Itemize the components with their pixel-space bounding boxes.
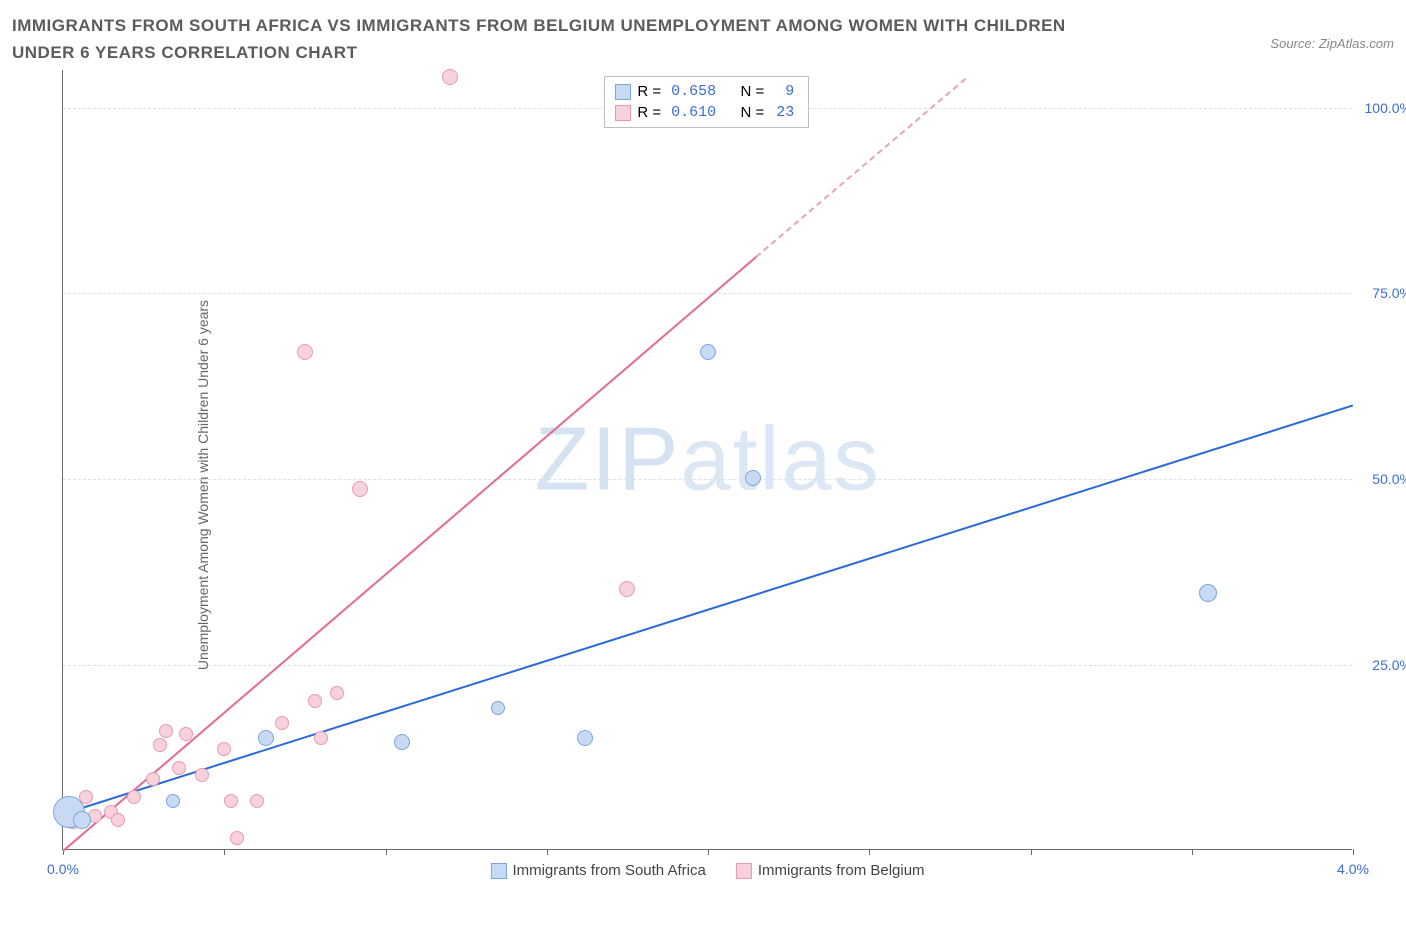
legend-swatch <box>615 105 631 121</box>
scatter-point-blue <box>745 470 761 486</box>
stats-legend: R = 0.658 N =9 R = 0.610 N =23 <box>604 76 809 128</box>
stat-n-value: 23 <box>770 102 798 123</box>
x-tick-label: 4.0% <box>1337 861 1369 877</box>
stat-n-value: 9 <box>770 81 798 102</box>
scatter-point-blue <box>258 730 274 746</box>
scatter-point-pink <box>224 794 238 808</box>
x-tick-mark <box>1192 849 1193 855</box>
source-attribution: Source: ZipAtlas.com <box>1270 36 1394 51</box>
scatter-point-pink <box>250 794 264 808</box>
series-legend-item: Immigrants from Belgium <box>736 862 925 879</box>
source-label: Source: <box>1270 36 1315 51</box>
chart-header: IMMIGRANTS FROM SOUTH AFRICA VS IMMIGRAN… <box>12 12 1394 66</box>
stats-legend-row: R = 0.610 N =23 <box>615 102 798 123</box>
scatter-point-pink <box>619 581 635 597</box>
legend-swatch <box>615 84 631 100</box>
series-legend-label: Immigrants from South Africa <box>512 862 705 879</box>
stat-r-label: R = <box>637 81 661 102</box>
stat-n-label: N = <box>741 81 765 102</box>
series-legend-item: Immigrants from South Africa <box>490 862 705 879</box>
scatter-point-pink <box>330 686 344 700</box>
chart-container: Unemployment Among Women with Children U… <box>12 70 1392 900</box>
scatter-point-pink <box>179 727 193 741</box>
legend-swatch <box>490 863 506 879</box>
scatter-point-pink <box>230 831 244 845</box>
x-tick-mark <box>386 849 387 855</box>
scatter-point-pink <box>314 731 328 745</box>
x-tick-mark <box>1353 849 1354 855</box>
scatter-point-pink <box>217 742 231 756</box>
x-tick-label: 0.0% <box>47 861 79 877</box>
gridline-h <box>63 293 1352 294</box>
scatter-point-pink <box>297 344 313 360</box>
series-legend: Immigrants from South Africa Immigrants f… <box>490 862 924 879</box>
watermark-bold: ZIP <box>534 409 680 509</box>
trend-line <box>63 405 1354 815</box>
y-tick-label: 100.0% <box>1365 100 1406 116</box>
scatter-point-blue <box>166 794 180 808</box>
x-tick-mark <box>1031 849 1032 855</box>
trend-line <box>62 256 757 852</box>
scatter-point-pink <box>153 738 167 752</box>
stat-r-value: 0.610 <box>667 102 720 123</box>
y-tick-label: 25.0% <box>1372 657 1406 673</box>
scatter-point-pink <box>146 772 160 786</box>
legend-swatch <box>736 863 752 879</box>
scatter-point-pink <box>172 761 186 775</box>
scatter-point-pink <box>195 768 209 782</box>
x-tick-mark <box>224 849 225 855</box>
stats-legend-row: R = 0.658 N =9 <box>615 81 798 102</box>
scatter-point-pink <box>352 481 368 497</box>
y-tick-label: 50.0% <box>1372 471 1406 487</box>
series-legend-label: Immigrants from Belgium <box>758 862 925 879</box>
stat-r-label: R = <box>637 102 661 123</box>
scatter-point-blue <box>1199 584 1217 602</box>
gridline-h <box>63 479 1352 480</box>
x-tick-mark <box>547 849 548 855</box>
scatter-point-blue <box>491 701 505 715</box>
watermark-thin: atlas <box>680 409 880 509</box>
chart-title: IMMIGRANTS FROM SOUTH AFRICA VS IMMIGRAN… <box>12 12 1112 66</box>
plot-area: ZIPatlas 25.0%50.0%75.0%100.0%0.0%4.0%R … <box>62 70 1352 850</box>
watermark: ZIPatlas <box>534 408 880 511</box>
scatter-point-pink <box>159 724 173 738</box>
gridline-h <box>63 665 1352 666</box>
stat-n-label: N = <box>741 102 765 123</box>
scatter-point-blue <box>700 344 716 360</box>
scatter-point-pink <box>308 694 322 708</box>
scatter-point-pink <box>111 813 125 827</box>
scatter-point-pink <box>275 716 289 730</box>
scatter-point-pink <box>127 790 141 804</box>
scatter-point-blue <box>394 734 410 750</box>
scatter-point-blue <box>73 811 91 829</box>
y-tick-label: 75.0% <box>1372 285 1406 301</box>
stat-r-value: 0.658 <box>667 81 720 102</box>
scatter-point-blue <box>577 730 593 746</box>
scatter-point-pink <box>442 69 458 85</box>
x-tick-mark <box>708 849 709 855</box>
source-name: ZipAtlas.com <box>1319 36 1394 51</box>
x-tick-mark <box>869 849 870 855</box>
